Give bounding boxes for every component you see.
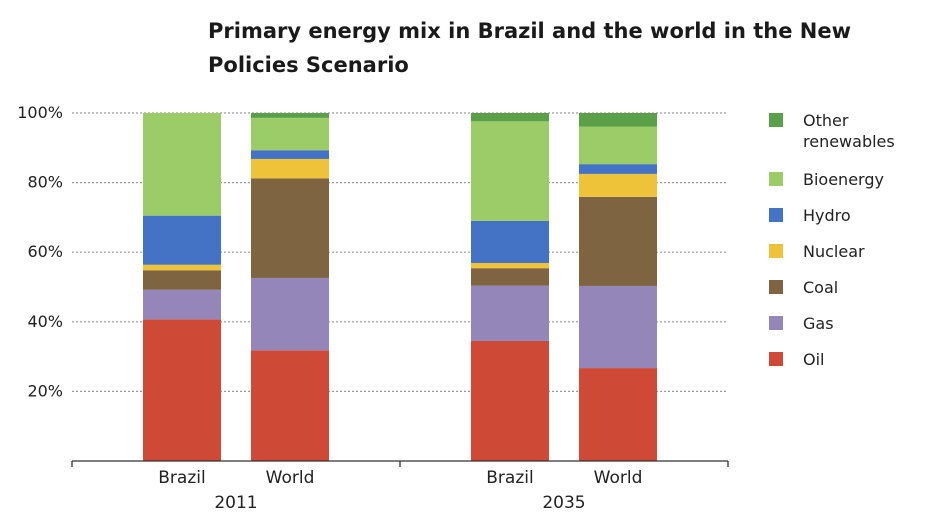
legend-label: Bioenergy bbox=[803, 170, 884, 189]
bar-segment-nuclear bbox=[251, 158, 329, 179]
x-category-label: Brazil bbox=[486, 468, 533, 488]
bar-segment-other-renewables bbox=[579, 113, 657, 127]
bar-segment-bioenergy bbox=[143, 113, 221, 216]
bar-segment-coal bbox=[579, 196, 657, 286]
bar-segment-nuclear bbox=[143, 264, 221, 271]
x-category-label: World bbox=[266, 468, 315, 488]
y-tick-label: 80% bbox=[27, 173, 63, 192]
legend-swatch bbox=[769, 280, 783, 294]
legend-swatch bbox=[769, 244, 783, 258]
bar-segment-gas bbox=[579, 285, 657, 369]
legend-label: Oil bbox=[803, 350, 824, 369]
bar-segment-gas bbox=[143, 289, 221, 320]
y-tick-label: 60% bbox=[27, 242, 63, 261]
bar-segment-gas bbox=[251, 277, 329, 351]
bar-segment-nuclear bbox=[471, 262, 549, 269]
bar-segment-oil bbox=[251, 350, 329, 461]
bar-segment-hydro bbox=[579, 164, 657, 174]
legend-label: Nuclear bbox=[803, 242, 865, 261]
chart-title: Primary energy mix in Brazil and the wor… bbox=[208, 19, 851, 77]
legend-swatch bbox=[769, 316, 783, 330]
axes bbox=[71, 460, 729, 467]
bar-segment-coal bbox=[251, 178, 329, 278]
bar-segment-other-renewables bbox=[251, 113, 329, 118]
bar-segment-hydro bbox=[471, 220, 549, 263]
bar-segment-hydro bbox=[143, 215, 221, 265]
bars bbox=[143, 113, 657, 461]
bar-segment-nuclear bbox=[579, 173, 657, 197]
bar-segment-other-renewables bbox=[471, 113, 549, 122]
x-category-label: Brazil bbox=[158, 468, 205, 488]
bar-segment-oil bbox=[143, 319, 221, 461]
legend-label: renewables bbox=[803, 132, 895, 151]
x-category-label: World bbox=[594, 468, 643, 488]
bar-segment-hydro bbox=[251, 150, 329, 159]
legend-swatch bbox=[769, 352, 783, 366]
legend-label: Coal bbox=[803, 278, 838, 297]
x-axis-categories: Brazil World Brazil World 2011 2035 bbox=[158, 468, 642, 513]
y-axis-ticks: 20% 40% 60% 80% 100% bbox=[17, 103, 63, 400]
y-tick-label: 40% bbox=[27, 312, 63, 331]
x-group-label: 2035 bbox=[542, 493, 585, 513]
bar-segment-gas bbox=[471, 285, 549, 341]
legend-label: Other bbox=[803, 111, 849, 130]
y-tick-label: 100% bbox=[17, 103, 63, 122]
legend-label: Gas bbox=[803, 314, 834, 333]
y-tick-label: 20% bbox=[27, 381, 63, 400]
bar-segment-bioenergy bbox=[251, 117, 329, 151]
bar-segment-bioenergy bbox=[471, 121, 549, 221]
x-group-label: 2011 bbox=[214, 493, 257, 513]
legend-label: Hydro bbox=[803, 206, 851, 225]
bar-segment-bioenergy bbox=[579, 126, 657, 165]
legend-swatch bbox=[769, 208, 783, 222]
bar-segment-oil bbox=[579, 368, 657, 461]
legend: Other renewables Bioenergy Hydro Nuclear Coal… bbox=[769, 111, 895, 369]
bar-segment-coal bbox=[471, 268, 549, 286]
legend-swatch bbox=[769, 172, 783, 186]
bar-segment-oil bbox=[471, 340, 549, 461]
bar-segment-coal bbox=[143, 270, 221, 290]
legend-swatch bbox=[769, 113, 783, 127]
